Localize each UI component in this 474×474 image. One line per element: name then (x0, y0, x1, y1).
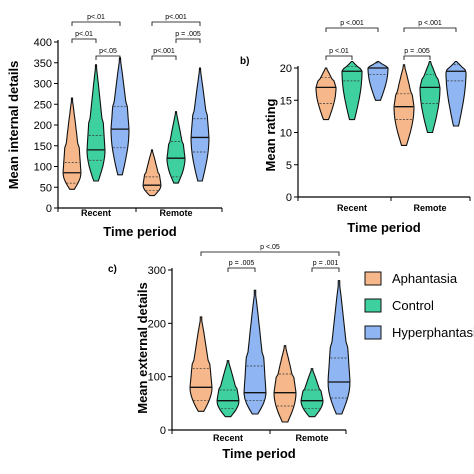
legend-label-hyperphantasia: Hyperphantasia (392, 325, 474, 340)
y-tick-label: 300 (34, 79, 52, 91)
significance-bracket (311, 267, 340, 272)
y-axis-title: Mean external details (135, 282, 150, 414)
significance-bracket (151, 21, 201, 26)
y-tick-label: 20 (280, 63, 292, 75)
significance-bracket (95, 55, 121, 60)
violin-hyperphantasia-remote (445, 60, 467, 127)
legend-label-aphantasia: Aphantasia (392, 271, 458, 286)
y-tick-label: 350 (34, 58, 52, 70)
significance-bracket (71, 38, 97, 43)
significance-bracket (200, 251, 340, 256)
violin-aphantasia-recent (62, 97, 82, 190)
violin-control-remote (419, 60, 441, 134)
significance-label: p <.05 (260, 244, 280, 251)
significance-bracket (325, 27, 379, 32)
x-group-label: Remote (159, 208, 192, 218)
y-tick-label: 200 (148, 318, 166, 330)
significance-bracket (325, 55, 353, 60)
violin-aphantasia-remote (273, 345, 297, 423)
legend-label-control: Control (392, 298, 434, 313)
y-tick-label: 0 (160, 425, 166, 437)
significance-label: p <.01 (329, 48, 349, 55)
violin-control-recent (86, 64, 106, 182)
significance-label: p<.01 (75, 31, 93, 38)
significance-label: p <.001 (418, 20, 442, 27)
legend-swatch-aphantasia (364, 271, 382, 286)
panel-label: c) (108, 264, 117, 275)
significance-bracket (151, 55, 177, 60)
x-group-label: Recent (213, 433, 243, 443)
legend-swatch-hyperphantasia (364, 325, 382, 340)
violin-aphantasia-recent (315, 67, 337, 121)
x-group-label: Recent (337, 203, 367, 213)
significance-bracket (403, 55, 431, 60)
significance-bracket (227, 267, 256, 272)
x-axis-title: Time period (103, 224, 177, 239)
violin-hyperphantasia-remote (190, 67, 210, 182)
legend-swatch-control (364, 298, 382, 313)
violin-aphantasia-recent (189, 316, 213, 412)
y-tick-label: 10 (280, 128, 292, 140)
violin-hyperphantasia-recent (110, 57, 130, 176)
panel-b-mean-rating: b) 0 5 10 15 20 Recent Remote Mean rating Time pe… (240, 20, 471, 235)
y-tick-label: 200 (34, 120, 52, 132)
violin-aphantasia-remote (142, 149, 162, 197)
y-tick-label: 15 (280, 95, 292, 107)
significance-label: p = .005 (229, 260, 255, 267)
y-tick-label: 150 (34, 141, 52, 153)
y-tick-label: 5 (286, 160, 292, 172)
significance-label: p = .005 (175, 31, 201, 38)
significance-bracket (403, 27, 457, 32)
legend: Aphantasia Control Hyperphantasia (364, 271, 474, 340)
significance-label: p<.01 (87, 14, 105, 21)
significance-bracket (71, 21, 121, 26)
significance-label: p<.001 (153, 48, 175, 55)
y-tick-label: 250 (34, 99, 52, 111)
violin-control-remote (166, 111, 186, 184)
y-axis-title: Mean internal details (6, 61, 21, 190)
x-group-label: Recent (81, 208, 111, 218)
x-group-label: Remote (413, 203, 446, 213)
violin-control-remote (300, 368, 324, 418)
significance-label: p = .005 (404, 48, 430, 55)
violin-aphantasia-remote (393, 64, 415, 146)
violin-hyperphantasia-remote (327, 280, 351, 415)
y-tick-label: 100 (148, 372, 166, 384)
significance-label: p = .001 (313, 260, 339, 267)
violin-control-recent (341, 60, 363, 121)
significance-label: p<.05 (99, 48, 117, 55)
y-tick-label: 0 (286, 192, 292, 204)
violin-hyperphantasia-recent (243, 289, 267, 415)
y-tick-label: 50 (40, 182, 52, 194)
y-tick-label: 300 (148, 265, 166, 277)
significance-label: p<.001 (165, 14, 187, 21)
panel-label: b) (240, 56, 249, 67)
x-axis-title: Time period (347, 220, 421, 235)
x-group-label: Remote (295, 433, 328, 443)
y-tick-label: 100 (34, 162, 52, 174)
panel-c-external-details: c) 0 100 200 300 Recent Remote Mean external de… (108, 244, 351, 461)
x-axis-title: Time period (222, 446, 296, 461)
significance-label: p <.001 (340, 20, 364, 27)
y-tick-label: 400 (34, 37, 52, 49)
significance-bracket (175, 38, 201, 43)
y-tick-label: 0 (46, 203, 52, 215)
violin-hyperphantasia-recent (367, 60, 389, 101)
y-axis-title: Mean rating (263, 98, 278, 171)
panel-a-internal-details: 0 50 100 150 200 250 300 350 400 Recent Remote Mean… (6, 14, 223, 239)
violin-control-recent (216, 360, 240, 418)
